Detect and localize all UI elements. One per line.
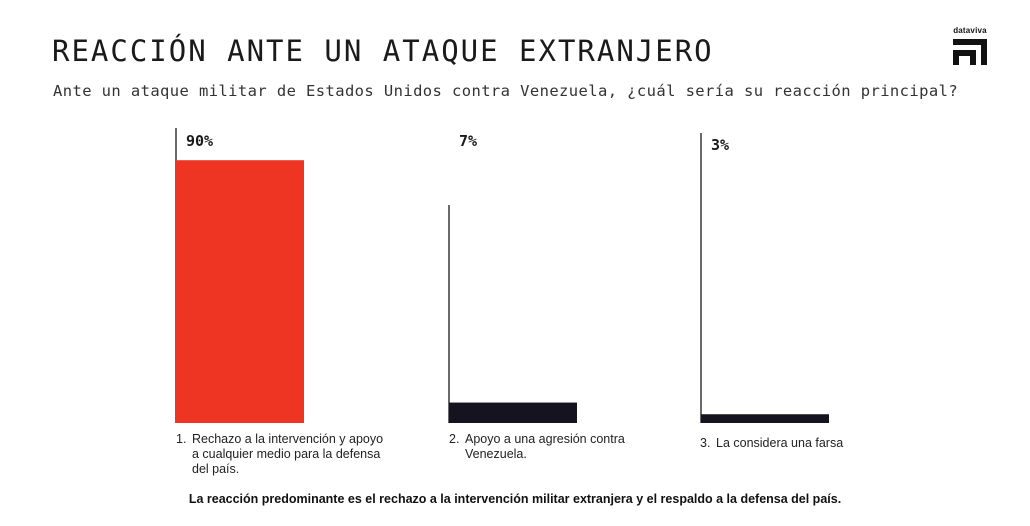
bar-chart: 90% 7% 3%: [175, 128, 829, 423]
dataviva-logo-icon: [953, 39, 987, 65]
bar-1: [176, 160, 304, 423]
category-label-1: 1. Rechazo a la intervención y apoyo a c…: [176, 432, 386, 477]
category-text: La considera una farsa: [716, 436, 844, 450]
category-text: Apoyo a una agresión contra Venezuela.: [465, 432, 625, 461]
category-label-2: 2. Apoyo a una agresión contra Venezuela…: [449, 432, 659, 462]
brand-name: dataviva: [953, 26, 987, 35]
category-label-3: 3. La considera una farsa: [700, 436, 910, 451]
category-text: Rechazo a la intervención y apoyo a cual…: [192, 432, 384, 476]
category-number: 2.: [449, 432, 460, 446]
value-label-2: 7%: [459, 132, 477, 150]
category-number: 1.: [176, 432, 187, 446]
value-label-3: 3%: [711, 136, 729, 154]
chart-subtitle: Ante un ataque militar de Estados Unidos…: [53, 82, 959, 100]
bar-2: [449, 402, 577, 423]
category-number: 3.: [700, 436, 711, 450]
bar-3: [701, 414, 829, 423]
brand-logo: dataviva: [948, 26, 992, 65]
value-label-1: 90%: [186, 132, 213, 150]
chart-title: REACCIÓN ANTE UN ATAQUE EXTRANJERO: [52, 34, 714, 68]
footnote: La reacción predominante es el rechazo a…: [188, 492, 842, 506]
